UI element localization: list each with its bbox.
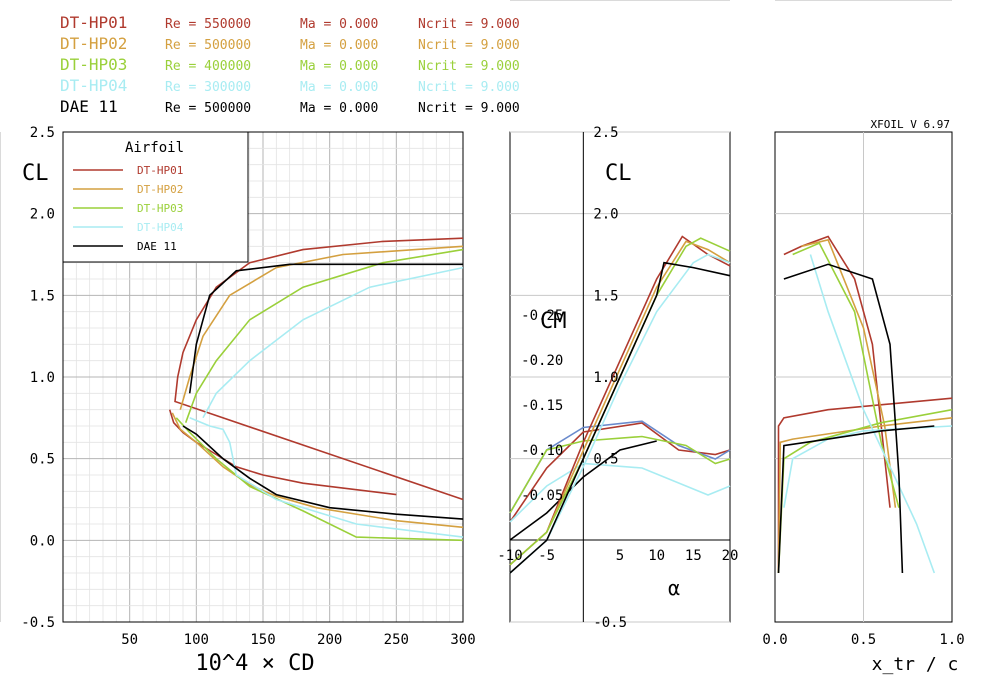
cl-cm-alpha-panel: -0.5 0.5 1.0 1.5 2.0 2.5 -0.05 -0.10 -0.15 -0.20 -… — [0, 0, 738, 631]
cm-line-1 — [509, 422, 731, 523]
cm-line-5 — [509, 440, 657, 541]
run-name-5: DAE 11 — [60, 97, 118, 116]
alpha-tick-label: -5 — [538, 548, 555, 564]
run-ma-3: Ma = 0.000 — [300, 59, 378, 74]
y-tick-label: 2.5 — [30, 125, 55, 141]
run-name-4: DT-HP04 — [60, 76, 127, 95]
cl-tick-label: -0.5 — [593, 615, 627, 631]
y-tick-label: 1.5 — [30, 288, 55, 304]
alpha-axis-label: α — [668, 576, 680, 600]
xtr-axis-label: x_tr / c — [872, 654, 959, 675]
legend-label: DT-HP02 — [137, 183, 183, 196]
polar-line-1 — [168, 409, 397, 496]
x-tick-label: 250 — [384, 632, 409, 648]
run-ncrit-5: Ncrit = 9.000 — [418, 101, 520, 116]
run-ncrit-2: Ncrit = 9.000 — [418, 38, 520, 53]
run-ncrit-4: Ncrit = 9.000 — [418, 80, 520, 95]
drag-polar-panel: Airfoil DT-HP01 DT-HP02 DT-HP03 DT-HP04 DAE 1… — [21, 125, 475, 676]
polar-line-3 — [184, 248, 464, 423]
xfoil-version-label: XFOIL V 6.97 — [871, 118, 950, 131]
transition-panel: 0.0 0.5 1.0 x_tr / c — [0, 0, 965, 675]
y-tick-label: 0.5 — [30, 452, 55, 468]
cl-tick-label: 0.5 — [593, 452, 618, 468]
polar-line-4 — [202, 266, 464, 419]
xtr-line-2 — [777, 417, 953, 574]
xtr-line-5 — [777, 425, 935, 574]
x-tick-label: 50 — [121, 632, 138, 648]
cm-axis-label: CM — [540, 309, 567, 334]
cm-line-3 — [509, 435, 731, 514]
xtr-tick-label: 1.0 — [939, 632, 964, 648]
run-re-4: Re = 300000 — [165, 80, 251, 95]
y-axis-label: CL — [22, 161, 49, 186]
xtr-line-4 — [809, 254, 936, 574]
cl-axis-label: CL — [605, 161, 632, 186]
polar-line-1 — [174, 237, 464, 501]
polar-line-2 — [179, 245, 464, 410]
xtr-line-4 — [783, 425, 953, 508]
xtr-tick-label: 0.5 — [851, 632, 876, 648]
cl-tick-label: 1.5 — [593, 288, 618, 304]
xtr-line-2 — [801, 238, 897, 508]
xtr-tick-label: 0.0 — [762, 632, 787, 648]
cm-tick-label: -0.20 — [521, 353, 563, 369]
alpha-tick-label: 5 — [616, 548, 624, 564]
plot-frame — [62, 131, 464, 623]
xtr-line-3 — [792, 242, 900, 508]
y-tick-label: 1.0 — [30, 370, 55, 386]
legend-label: DAE 11 — [137, 240, 177, 253]
run-ma-4: Ma = 0.000 — [300, 80, 378, 95]
x-tick-label: 100 — [184, 632, 209, 648]
x-tick-label: 200 — [317, 632, 342, 648]
run-ma-1: Ma = 0.000 — [300, 17, 378, 32]
run-re-1: Re = 550000 — [165, 17, 251, 32]
y-tick-label: 2.0 — [30, 207, 55, 223]
polar-line-4 — [189, 417, 464, 538]
legend-box — [62, 131, 249, 263]
run-ncrit-1: Ncrit = 9.000 — [418, 17, 520, 32]
alpha-tick-label: 15 — [685, 548, 702, 564]
run-ma-5: Ma = 0.000 — [300, 101, 378, 116]
polar-line-5 — [182, 425, 464, 520]
run-name-2: DT-HP02 — [60, 34, 127, 53]
cm-line-4 — [509, 462, 731, 523]
alpha-tick-label: -10 — [497, 548, 522, 564]
legend-label: DT-HP04 — [137, 221, 184, 234]
y-tick-label: -0.5 — [21, 615, 55, 631]
alpha-tick-label: 20 — [722, 548, 739, 564]
run-ma-2: Ma = 0.000 — [300, 38, 378, 53]
polar-line-3 — [175, 417, 464, 542]
legend-label: DT-HP03 — [137, 202, 183, 215]
xtr-line-1 — [777, 397, 953, 573]
x-axis-label: 10^4 × CD — [195, 651, 314, 676]
cl-tick-label: 2.0 — [593, 207, 618, 223]
run-name-1: DT-HP01 — [60, 13, 127, 32]
cm-tick-label: -0.25 — [521, 308, 563, 324]
cm-tick-label: -0.05 — [521, 488, 563, 504]
cl-line-5 — [509, 261, 731, 574]
x-tick-label: 150 — [250, 632, 275, 648]
legend-label: DT-HP01 — [137, 164, 183, 177]
xtr-line-5 — [783, 263, 904, 574]
x-tick-label: 300 — [450, 632, 475, 648]
alpha-tick-label: 10 — [648, 548, 665, 564]
run-re-2: Re = 500000 — [165, 38, 251, 53]
cl-tick-label: 2.5 — [593, 125, 618, 141]
polar-line-5 — [188, 263, 463, 394]
cl-tick-label: 1.0 — [593, 370, 618, 386]
cm-tick-label: -0.10 — [521, 443, 563, 459]
legend-title: Airfoil — [125, 140, 184, 156]
run-legend-header: DT-HP01 Re = 550000 Ma = 0.000 Ncrit = 9.00… — [60, 13, 520, 116]
run-re-3: Re = 400000 — [165, 59, 251, 74]
cm-tick-label: -0.15 — [521, 398, 563, 414]
run-name-3: DT-HP03 — [60, 55, 127, 74]
y-tick-label: 0.0 — [30, 533, 55, 549]
run-ncrit-3: Ncrit = 9.000 — [418, 59, 520, 74]
polar-line-2 — [171, 412, 464, 529]
run-re-5: Re = 500000 — [165, 101, 251, 116]
